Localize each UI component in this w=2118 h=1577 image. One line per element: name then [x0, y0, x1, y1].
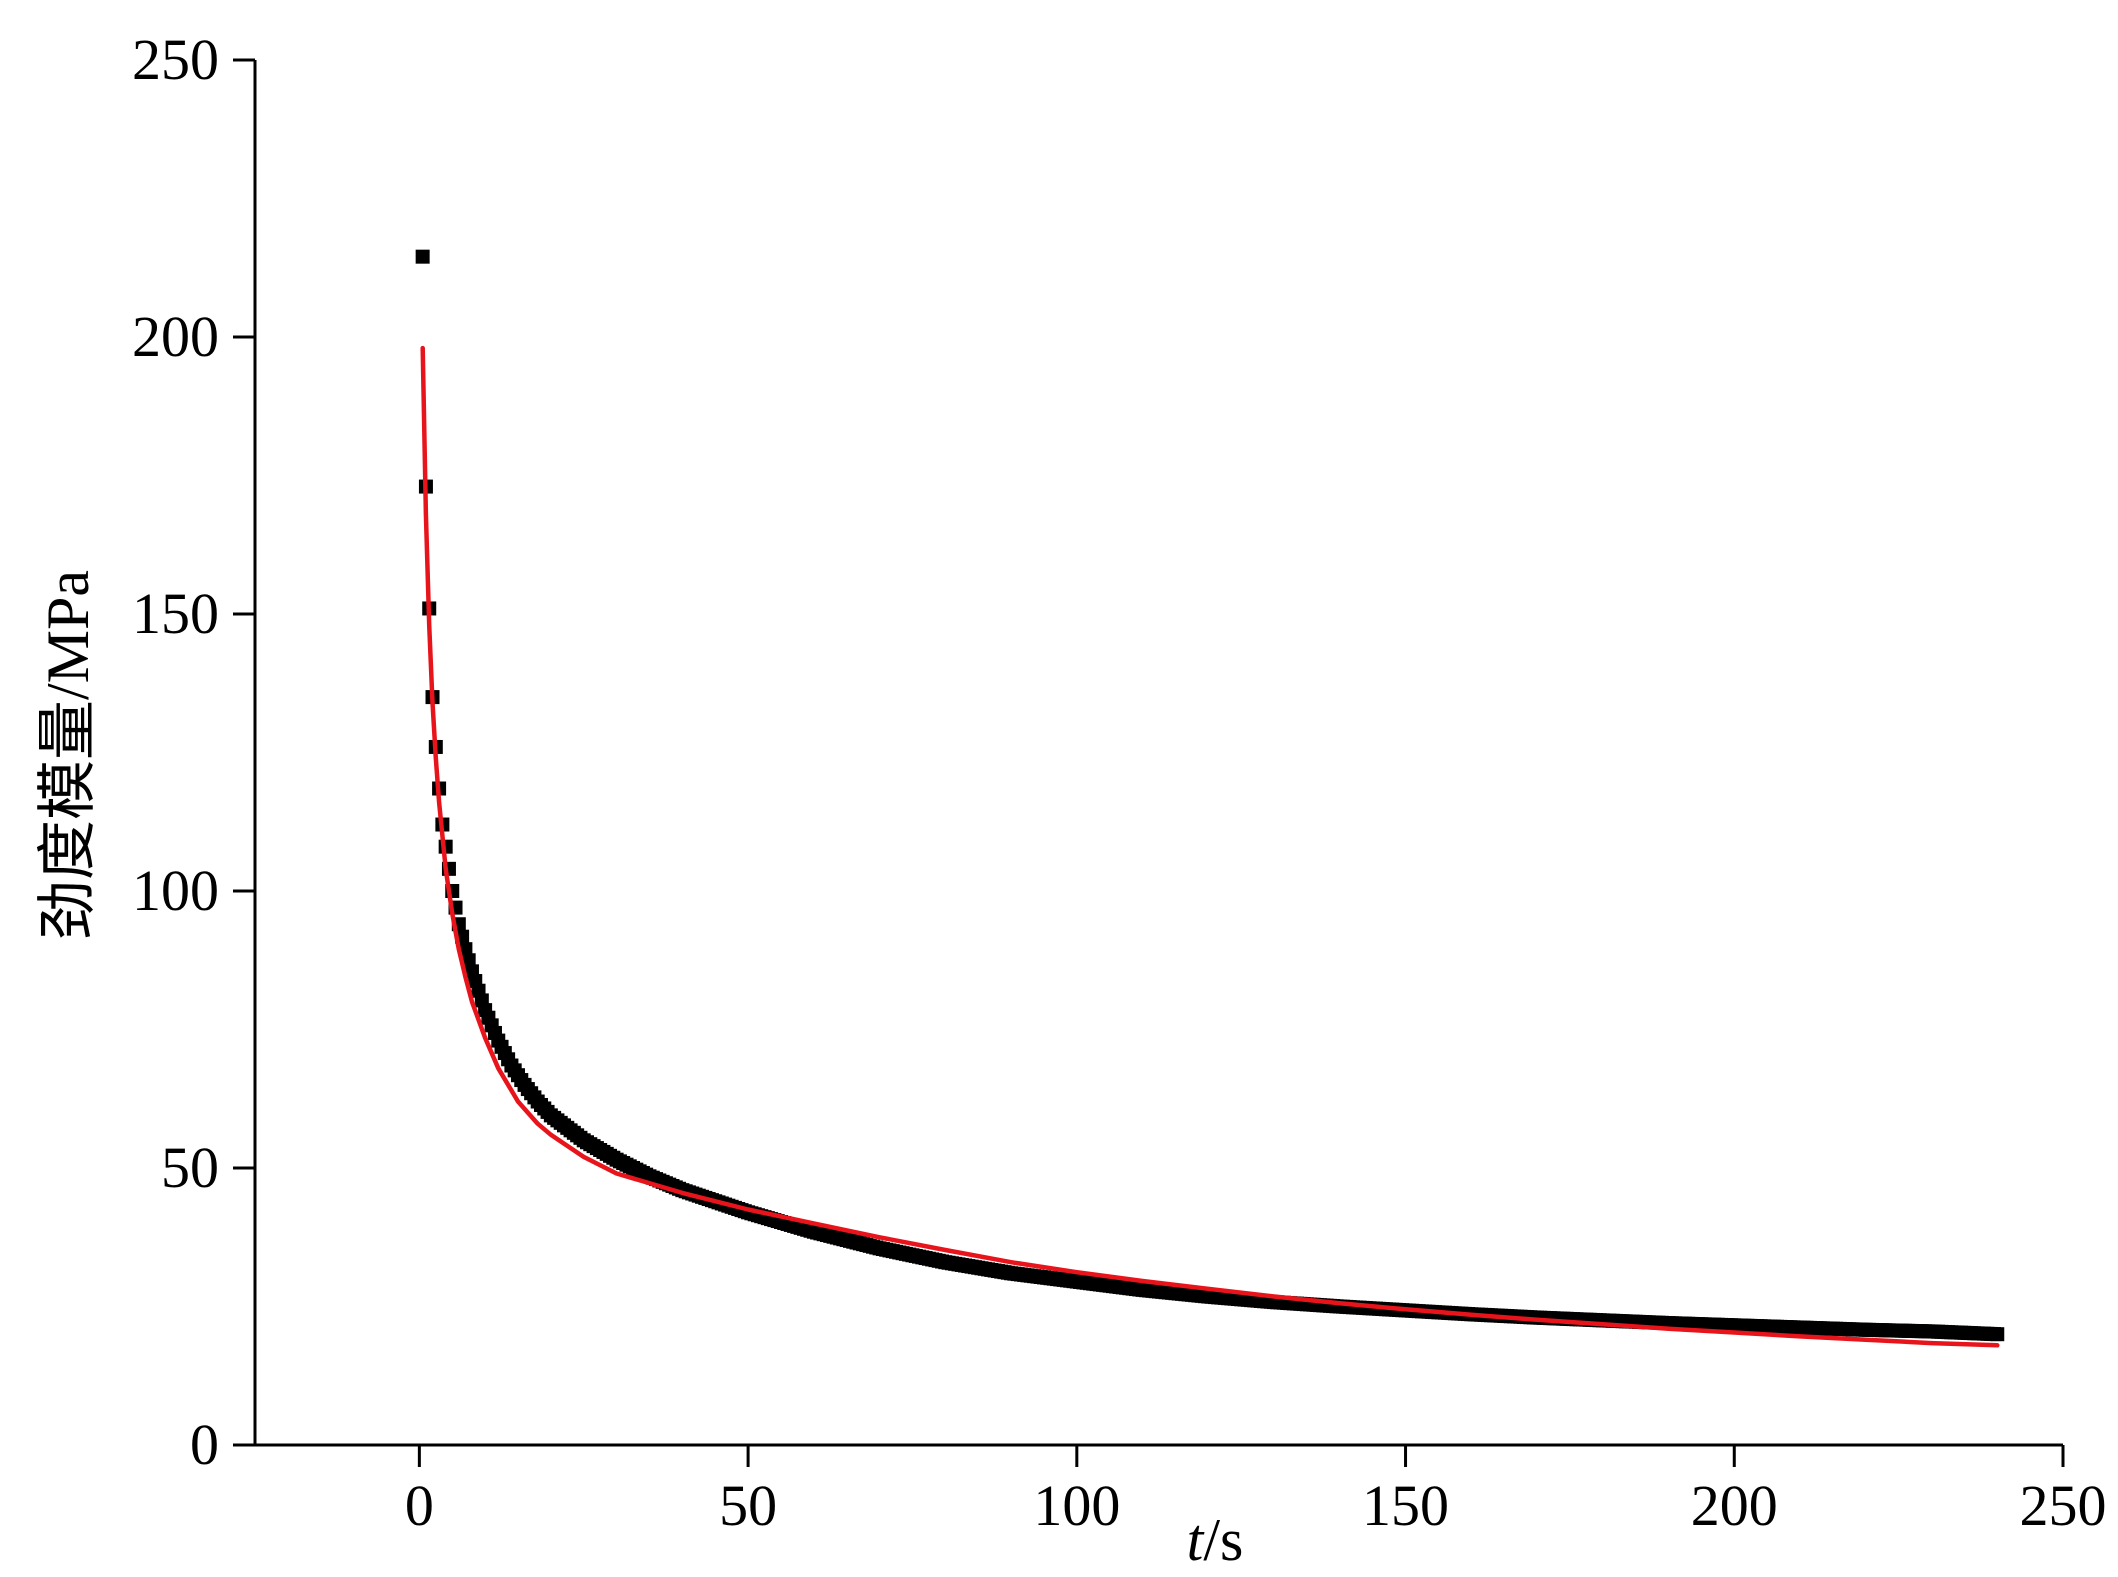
y-ticks: 0 50 100 150 200 250 [132, 27, 255, 1477]
y-tick-label: 50 [161, 1135, 219, 1200]
y-tick-label: 100 [132, 858, 219, 923]
axes [253, 60, 2063, 1447]
x-axis-title-unit: /s [1203, 1507, 1243, 1573]
x-ticks: 0 50 100 150 200 250 [405, 1445, 2107, 1538]
y-axis-title: 劲度模量/MPa [35, 570, 101, 940]
data-point [1990, 1327, 2005, 1342]
x-axis-title: t/s [1187, 1507, 1244, 1573]
data-point [415, 249, 430, 264]
y-tick-label: 150 [132, 581, 219, 646]
fit-line [420, 345, 2000, 1348]
x-axis-title-var: t [1187, 1507, 1205, 1573]
y-tick-label: 250 [132, 27, 219, 92]
y-tick-label: 0 [190, 1412, 219, 1477]
x-tick-label: 100 [1033, 1473, 1120, 1538]
fit-series [420, 345, 2000, 1348]
x-tick-label: 50 [719, 1473, 777, 1538]
data-point [461, 953, 476, 968]
x-tick-label: 150 [1362, 1473, 1449, 1538]
scatter-series [415, 249, 2005, 1342]
x-tick-label: 250 [2020, 1473, 2107, 1538]
x-tick-label: 0 [405, 1473, 434, 1538]
x-tick-label: 200 [1691, 1473, 1778, 1538]
y-tick-label: 200 [132, 304, 219, 369]
